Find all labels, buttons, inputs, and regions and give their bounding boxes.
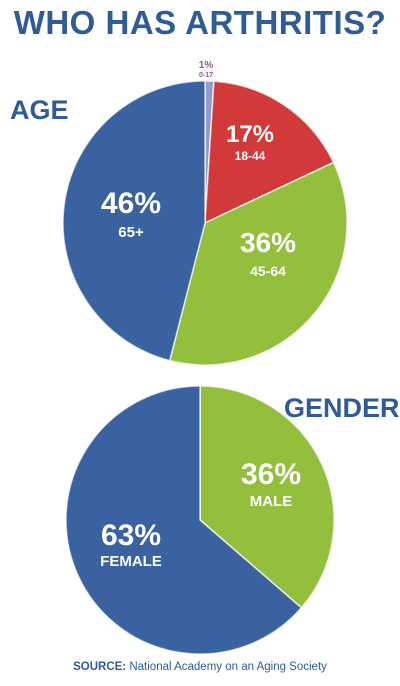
page-title: WHO HAS ARTHRITIS? — [13, 4, 387, 41]
gender-pct-label-male: 36% — [241, 458, 301, 491]
age-category-label-18-44: 18-44 — [235, 149, 266, 163]
age-slice-shade-18-44 — [205, 81, 334, 223]
gender-category-label-female: FEMALE — [100, 553, 162, 570]
age-pct-label-18-44: 17% — [226, 121, 274, 148]
age-pct-label-65+: 46% — [101, 187, 161, 220]
age-category-label-45-64: 45-64 — [250, 263, 286, 279]
gender-slice-shade-male — [200, 385, 334, 608]
gender-slice-shade-female — [66, 386, 302, 654]
gender-category-label-male: MALE — [250, 493, 293, 510]
source-note: SOURCE: National Academy on an Aging Soc… — [0, 661, 400, 673]
age-slice-shade-45-64 — [169, 162, 348, 365]
gender-pct-label-female: 63% — [101, 519, 161, 552]
source-prefix: SOURCE: — [73, 661, 127, 673]
age-category-label-0-17: 0-17 — [199, 72, 213, 79]
source-text: National Academy on an Aging Society — [129, 661, 327, 673]
age-pct-label-45-64: 36% — [240, 227, 296, 258]
age-pct-label-0-17: 1% — [199, 60, 214, 71]
gender-chart-title: GENDER — [284, 393, 400, 423]
age-chart-title: AGE — [10, 95, 69, 125]
age-slice-shade-65+ — [62, 81, 206, 361]
age-category-label-65+: 65+ — [118, 224, 144, 241]
